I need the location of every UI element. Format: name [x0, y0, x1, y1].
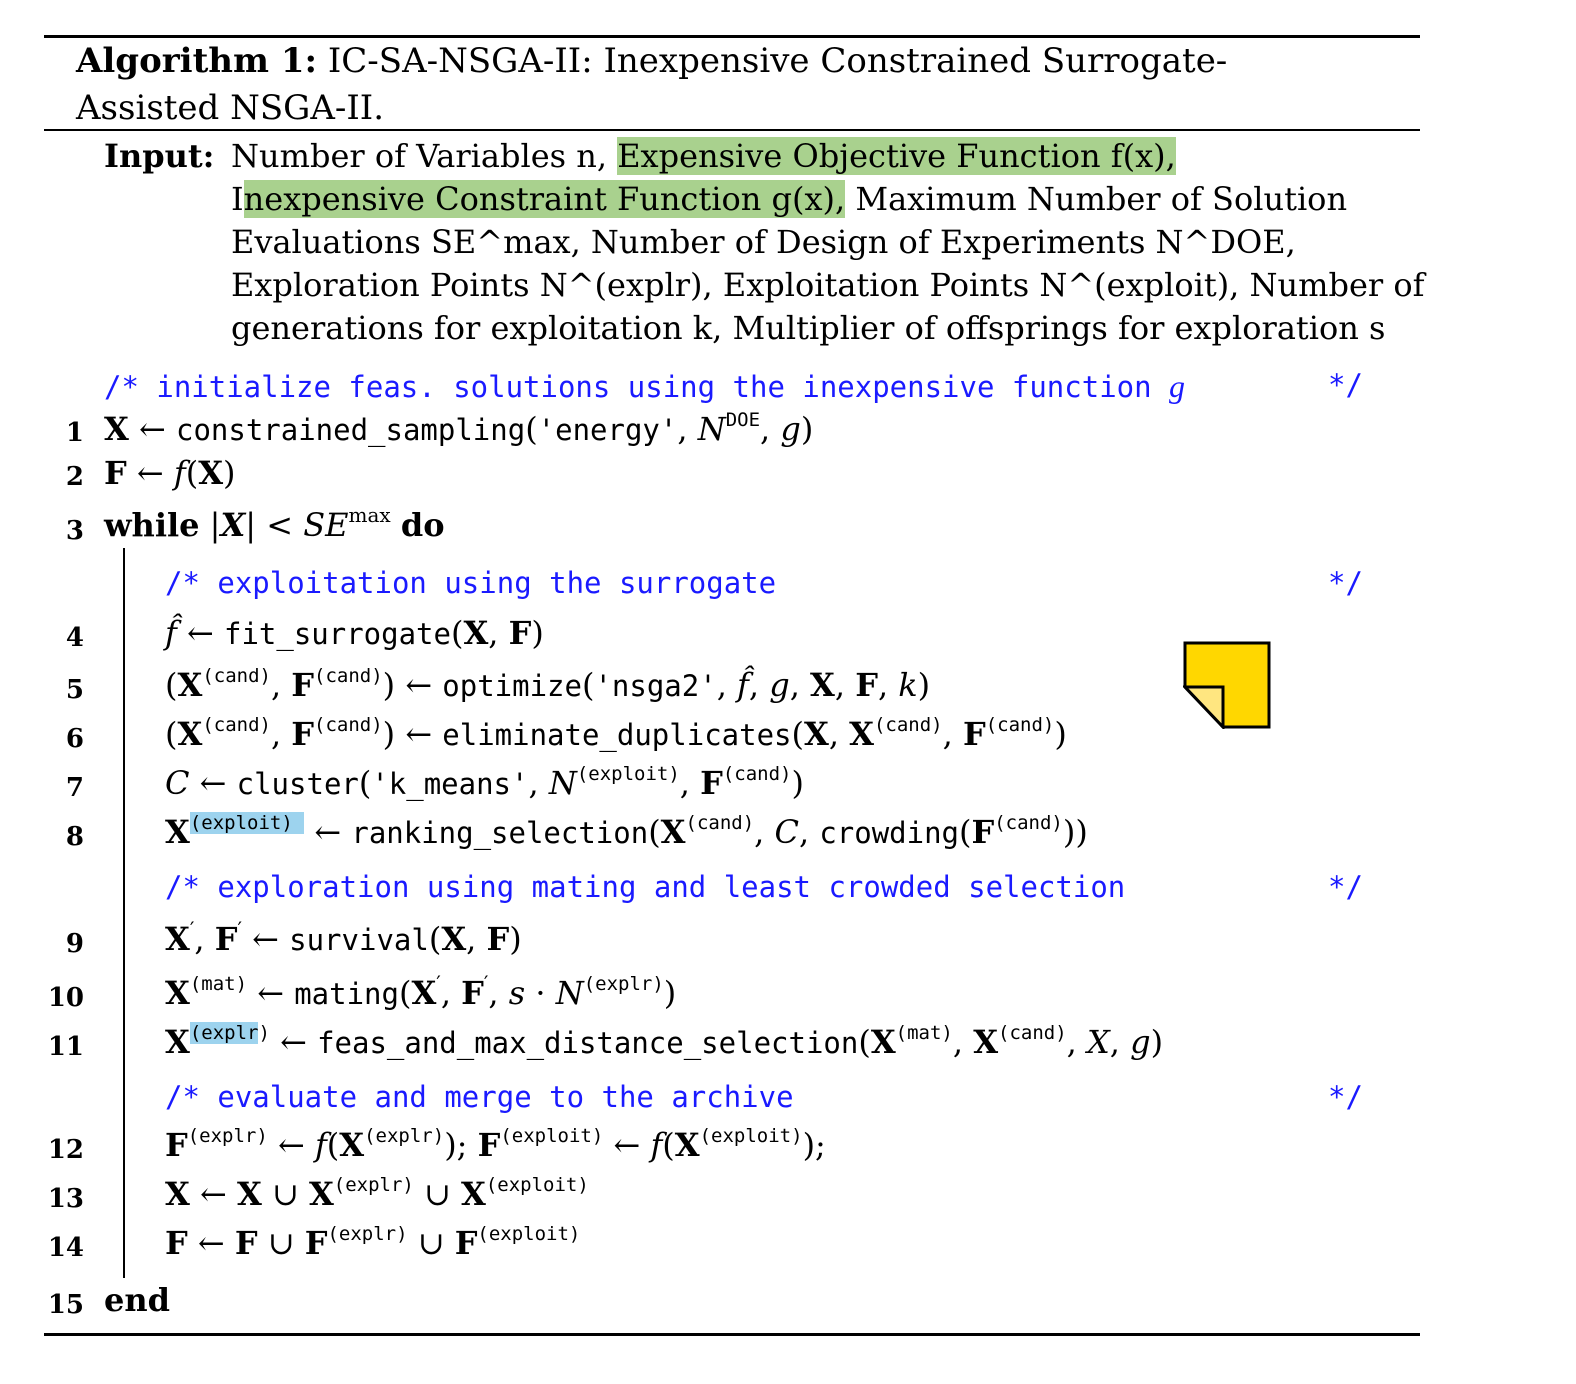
input-line-1: Number of Variables n, Expensive Objecti… — [231, 137, 1176, 175]
statement-14: F ← F ∪ F(explr) ∪ F(exploit) — [165, 1223, 581, 1262]
highlight-expensive-objective: Expensive Objective Function f(x), — [617, 137, 1176, 175]
line-number-12: 12 — [47, 1135, 84, 1165]
statement-4: f̂ ← fit_surrogate(X, F) — [165, 614, 544, 652]
statement-5: (X(cand), F(cand)) ← optimize('nsga2', f… — [165, 665, 931, 704]
fn-optimize: optimize — [442, 669, 582, 703]
line-number-4: 4 — [65, 623, 84, 653]
fn-fit-surrogate: fit_surrogate — [224, 617, 451, 651]
input-line-4: Exploration Points N^(explr), Exploitati… — [231, 266, 1425, 304]
comment-initialize-end: */ — [1328, 368, 1363, 402]
line-number-7: 7 — [65, 773, 84, 803]
statement-13: X ← X ∪ X(explr) ∪ X(exploit) — [165, 1174, 589, 1213]
line-number-15: 15 — [47, 1290, 84, 1320]
line-number-9: 9 — [65, 929, 84, 959]
comment-initialize-text: /* initialize feas. solutions using the … — [104, 370, 1152, 404]
line-number-14: 14 — [47, 1233, 84, 1263]
statement-7: C ← cluster('k_means', N(exploit), F(can… — [165, 763, 804, 802]
line-number-8: 8 — [65, 822, 84, 852]
statement-10: X(mat) ← mating(X′, F′, s · N(explr)) — [165, 971, 677, 1012]
comment-initialize-var: g — [1169, 368, 1186, 404]
loop-body-bar — [123, 548, 125, 1278]
comment-evaluate-end: */ — [1328, 1080, 1363, 1114]
fn-feas-selection: feas_and_max_distance_selection — [317, 1026, 859, 1060]
statement-6: (X(cand), F(cand)) ← eliminate_duplicate… — [165, 714, 1067, 753]
fn-crowding: crowding — [819, 816, 959, 850]
comment-evaluate: /* evaluate and merge to the archive — [165, 1080, 794, 1114]
input-line1-plain: Number of Variables n, — [231, 137, 618, 175]
input-line-3: Evaluations SE^max, Number of Design of … — [231, 223, 1296, 261]
input-label: Input: — [104, 137, 215, 175]
line-number-10: 10 — [47, 983, 84, 1013]
arg-energy: 'energy' — [537, 413, 678, 447]
algorithm-title-line1: Algorithm 1: IC-SA-NSGA-II: Inexpensive … — [76, 38, 1227, 85]
line-number-2: 2 — [65, 462, 84, 492]
header-rule — [44, 129, 1420, 131]
algorithm-title: IC-SA-NSGA-II: Inexpensive Constrained S… — [327, 41, 1228, 81]
algorithm-label: Algorithm 1: — [76, 41, 318, 81]
statement-3: while |X| < SEmax do — [104, 503, 445, 544]
statement-11: X(explr) ← feas_and_max_distance_selecti… — [165, 1022, 1164, 1061]
keyword-end: end — [104, 1281, 170, 1319]
line-number-11: 11 — [47, 1032, 84, 1062]
statement-8: X(exploit) ← ranking_selection(X(cand), … — [165, 812, 1088, 851]
arg-k-means: 'k_means' — [371, 767, 529, 801]
input-line-2: Inexpensive Constraint Function g(x), Ma… — [231, 180, 1347, 218]
comment-exploration: /* exploration using mating and least cr… — [165, 870, 1126, 904]
statement-9: X′, F′ ← survival(X, F) — [165, 917, 522, 958]
input-line2-pre: I — [231, 180, 244, 218]
comment-exploitation: /* exploitation using the surrogate — [165, 566, 777, 600]
algorithm-title-line2: Assisted NSGA-II. — [76, 88, 385, 128]
line-number-6: 6 — [65, 724, 84, 754]
fn-cluster: cluster — [236, 767, 359, 801]
comment-exploitation-end: */ — [1328, 566, 1363, 600]
fn-mating: mating — [294, 977, 399, 1011]
bottom-rule — [44, 1333, 1420, 1336]
line-number-13: 13 — [47, 1184, 84, 1214]
statement-2: F ← f(X) — [104, 454, 236, 492]
highlight-inexpensive-constraint: nexpensive Constraint Function g(x), — [243, 180, 846, 218]
line-number-5: 5 — [65, 675, 84, 705]
statement-12: F(explr) ← f(X(explr)); F(exploit) ← f(X… — [165, 1125, 826, 1164]
fn-survival: survival — [289, 923, 429, 957]
top-rule — [44, 35, 1420, 38]
statement-1: X ← constrained_sampling('energy', NDOE,… — [104, 409, 814, 448]
comment-exploration-end: */ — [1328, 870, 1363, 904]
comment-initialize: /* initialize feas. solutions using the … — [104, 368, 1185, 405]
keyword-do: do — [400, 506, 445, 544]
arg-nsga2: 'nsga2' — [594, 669, 717, 703]
fn-constrained-sampling: constrained_sampling — [175, 413, 526, 447]
input-line-5: generations for exploitation k, Multipli… — [231, 309, 1386, 347]
sticky-note-icon[interactable] — [1183, 641, 1271, 729]
keyword-while: while — [104, 506, 200, 544]
fn-eliminate-duplicates: eliminate_duplicates — [442, 718, 792, 752]
line-number-3: 3 — [65, 516, 84, 546]
input-line2-post: Maximum Number of Solution — [845, 180, 1348, 218]
line-number-1: 1 — [65, 418, 84, 448]
fn-ranking-selection: ranking_selection — [351, 816, 649, 850]
